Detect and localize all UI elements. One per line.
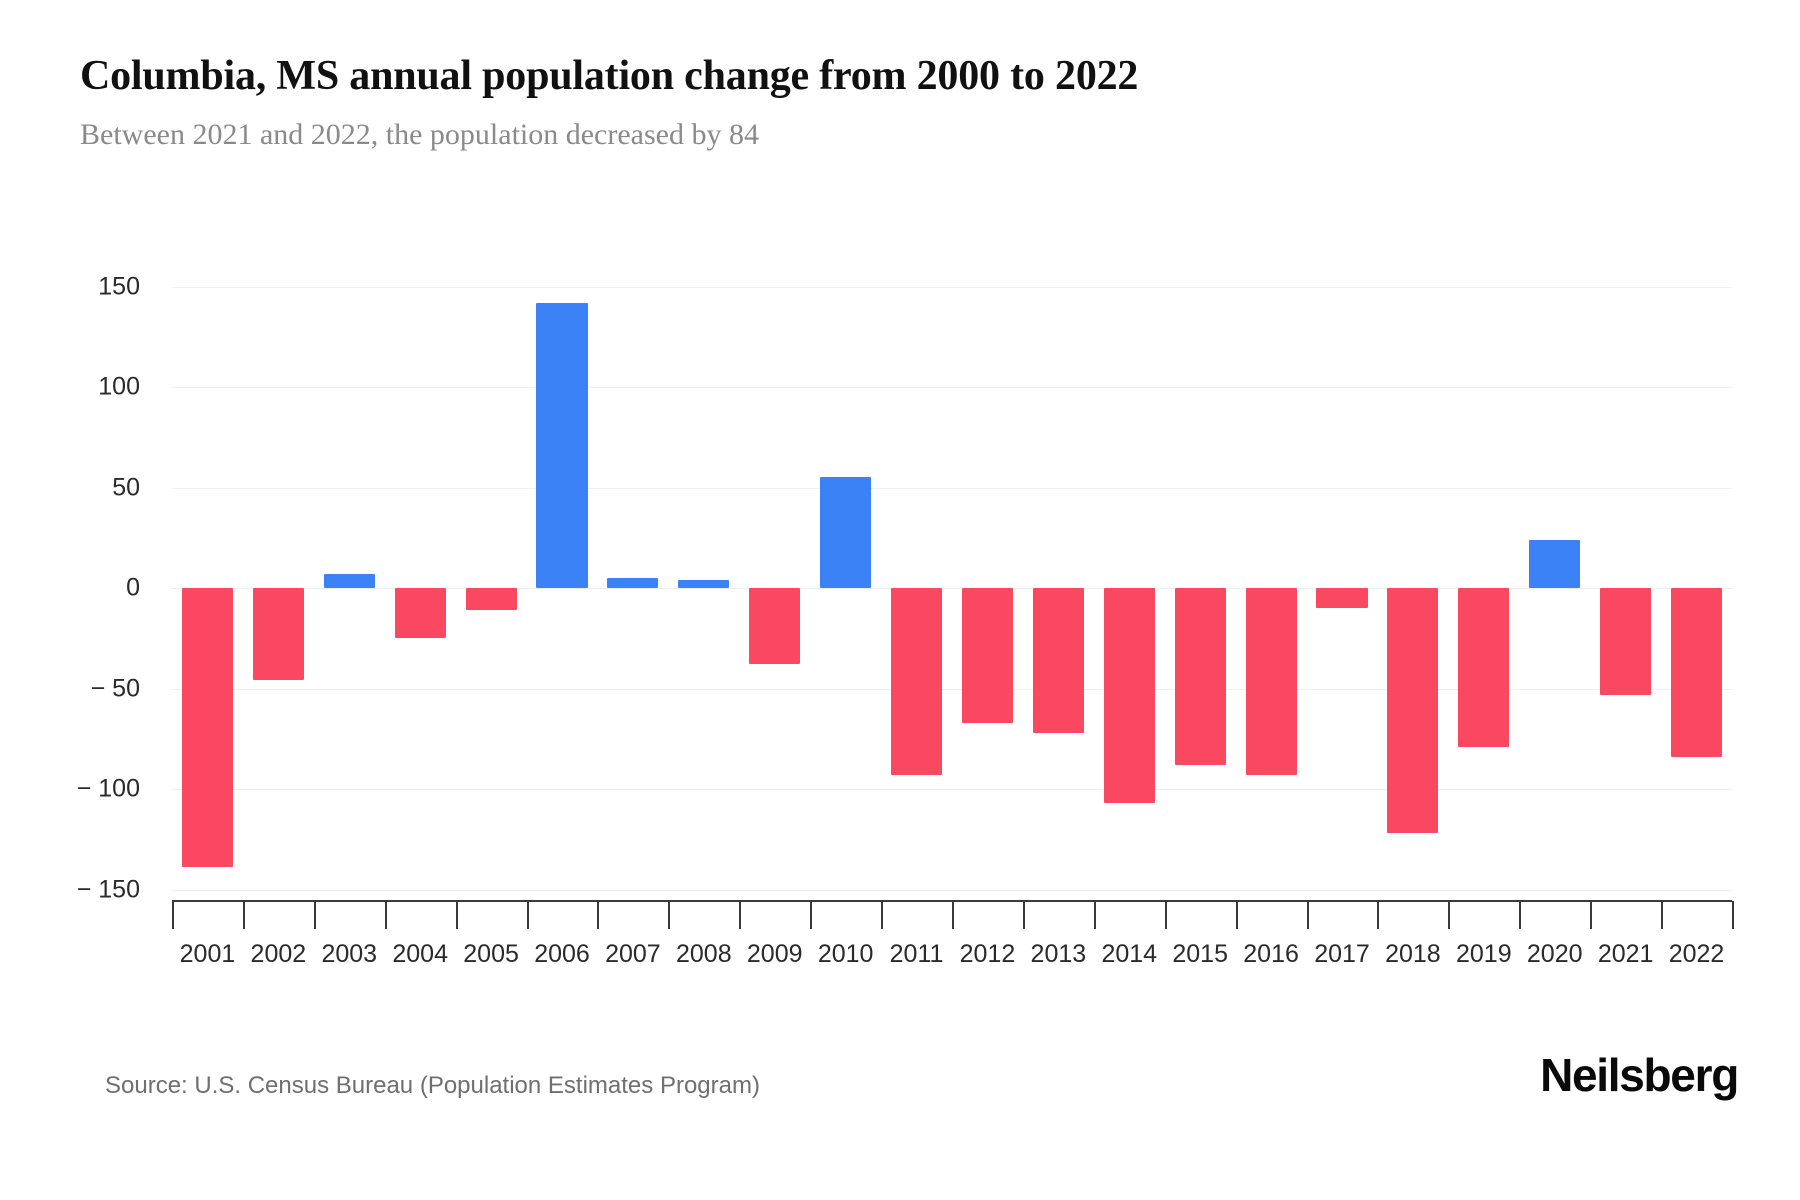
x-axis-tick [1448,901,1451,929]
x-axis-tick [739,901,742,929]
x-axis-tick [881,901,884,929]
x-axis-tick [526,901,529,929]
y-axis-tick-label: − 100 [76,774,140,803]
x-axis-tick-label: 2004 [392,940,448,968]
x-axis-tick [455,901,458,929]
bar-2003[interactable] [323,573,375,588]
x-axis-tick-label: 2019 [1456,940,1512,968]
x-axis-tick [1093,901,1096,929]
gridline [172,688,1732,690]
x-axis-tick-label: 2017 [1314,940,1370,968]
x-axis-tick-label: 2015 [1172,940,1228,968]
bar-2001[interactable] [181,588,233,868]
bar-2019[interactable] [1458,588,1510,747]
y-axis-tick-label: − 150 [76,875,140,903]
bars-group [172,0,1732,1200]
x-axis-tick [313,901,316,929]
x-axis-tick [1590,901,1593,929]
x-axis-tick [1661,901,1664,929]
source-note: Source: U.S. Census Bureau (Population E… [105,1072,760,1099]
x-axis-tick [172,901,174,929]
x-axis-tick-label: 2007 [605,940,661,968]
gridline [172,588,1732,589]
bar-2018[interactable] [1387,588,1439,834]
bar-2017[interactable] [1316,588,1368,609]
x-axis-tick [1732,901,1734,929]
bar-2010[interactable] [820,477,872,588]
y-axis-tick-label: 0 [126,573,140,602]
page-title: Columbia, MS annual population change fr… [80,53,1139,99]
x-axis-tick-label: 2012 [959,940,1016,968]
gridline [172,889,1732,891]
gridline [172,387,1732,388]
x-axis-tick [1022,901,1025,929]
bar-2014[interactable] [1103,588,1155,804]
x-axis-tick [1235,901,1238,929]
x-axis-tick [668,901,671,929]
bar-2011[interactable] [891,588,943,775]
bar-2006[interactable] [536,302,588,588]
x-axis-tick-label: 2016 [1243,940,1299,968]
x-axis-tick-label: 2003 [321,940,378,968]
x-axis-tick-label: 2021 [1597,940,1654,968]
x-axis-tick [384,901,387,929]
gridline [172,487,1732,489]
bar-2015[interactable] [1174,588,1226,765]
x-axis-tick-label: 2020 [1526,940,1583,968]
x-axis-tick-label: 2014 [1101,940,1158,968]
x-axis-tick-label: 2008 [676,940,732,968]
bar-2013[interactable] [1032,588,1084,733]
bar-2022[interactable] [1671,588,1723,757]
x-axis-tick-label: 2018 [1385,940,1441,968]
gridline [172,789,1732,790]
x-axis-tick [597,901,600,929]
x-axis-tick-label: 2009 [746,940,803,968]
x-axis-tick-label: 2022 [1668,940,1725,968]
x-axis-tick-label: 2002 [250,940,307,968]
bar-2002[interactable] [252,588,304,681]
bar-2020[interactable] [1529,539,1581,588]
y-axis-tick-label: 150 [98,272,140,300]
y-axis-tick-label: 100 [98,372,140,401]
x-axis-tick-label: 2013 [1030,940,1087,968]
x-axis-tick [810,901,813,929]
bar-2016[interactable] [1245,588,1297,775]
x-axis-tick [952,901,954,929]
x-axis-tick-label: 2011 [889,940,944,968]
bar-2012[interactable] [961,588,1013,723]
bar-2007[interactable] [607,577,659,588]
bar-2004[interactable] [394,588,446,639]
x-axis-tick [1164,901,1167,929]
brand-logo: Neilsberg [1540,1049,1739,1101]
x-axis-tick-label: 2005 [463,940,519,968]
bar-2008[interactable] [678,579,730,588]
y-axis-tick-label: 50 [112,473,140,501]
x-axis-tick [1306,901,1309,929]
x-axis-tick [1519,901,1522,929]
x-axis-tick [1377,901,1380,929]
y-axis-tick-label: − 50 [90,674,140,702]
x-axis-tick-label: 2006 [534,940,590,968]
gridline [172,286,1732,288]
x-axis-tick [242,901,245,929]
bar-2005[interactable] [465,588,517,611]
x-axis-tick-label: 2010 [817,940,874,968]
chart-subtitle: Between 2021 and 2022, the population de… [80,118,759,151]
bar-2009[interactable] [749,588,801,665]
x-axis-tick-label: 2001 [179,940,236,968]
bar-2021[interactable] [1600,588,1652,695]
